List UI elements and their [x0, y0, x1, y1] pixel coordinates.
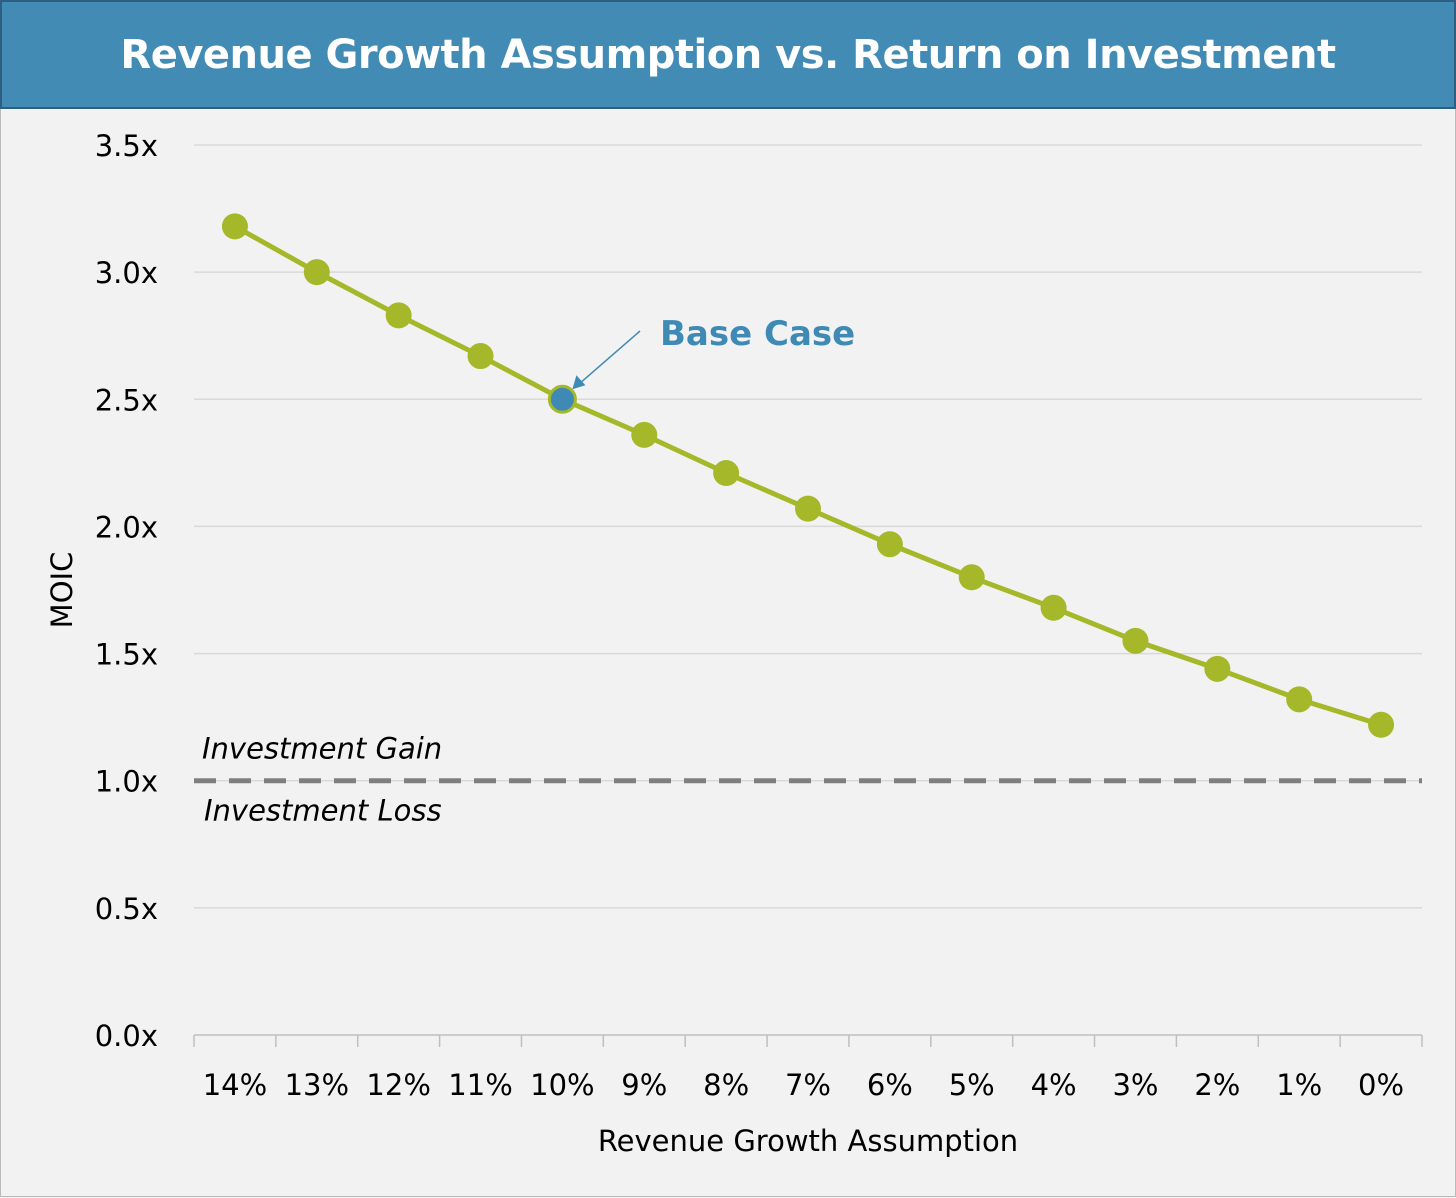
x-tick-label: 13%	[285, 1068, 349, 1102]
x-tick-label: 3%	[1112, 1068, 1158, 1102]
data-point	[795, 495, 821, 522]
x-tick-label: 9%	[621, 1068, 667, 1102]
data-point	[221, 213, 248, 240]
data-point	[1122, 627, 1149, 654]
y-tick-label: 2.0x	[95, 510, 158, 544]
y-tick-label: 3.0x	[95, 256, 158, 290]
data-point	[631, 421, 658, 448]
y-tick-label: 0.0x	[95, 1019, 158, 1053]
data-point	[876, 531, 903, 558]
data-point	[1286, 686, 1313, 713]
x-tick-label: 10%	[530, 1068, 594, 1102]
data-point	[1368, 711, 1395, 738]
x-axis-label: Revenue Growth Assumption	[598, 1124, 1018, 1158]
y-tick-label: 3.5x	[95, 129, 158, 163]
data-point	[303, 259, 330, 286]
arrow-head-icon	[572, 375, 586, 390]
y-tick-label: 1.5x	[95, 638, 158, 672]
x-tick-label: 0%	[1358, 1068, 1404, 1102]
x-tick-label: 1%	[1276, 1068, 1322, 1102]
x-tick-label: 4%	[1031, 1068, 1077, 1102]
x-tick-label: 12%	[366, 1068, 430, 1102]
data-point	[1204, 655, 1231, 682]
chart-title: Revenue Growth Assumption vs. Return on …	[120, 31, 1336, 78]
series-line	[233, 224, 1382, 728]
x-tick-label: 5%	[949, 1068, 995, 1102]
y-tick-label: 1.0x	[95, 765, 158, 799]
data-point	[385, 302, 412, 329]
y-tick-label: 0.5x	[95, 892, 158, 926]
investment-gain-label: Investment Gain	[202, 732, 442, 766]
data-point	[958, 564, 985, 591]
x-tick-label: 11%	[448, 1068, 512, 1102]
x-tick-label: 6%	[867, 1068, 913, 1102]
y-axis-label: MOIC	[45, 552, 79, 629]
investment-loss-label: Investment Loss	[204, 794, 442, 828]
x-tick-label: 2%	[1194, 1068, 1240, 1102]
x-tick-label: 14%	[203, 1068, 267, 1102]
annotation-arrow	[575, 330, 641, 387]
chart-title-bar: Revenue Growth Assumption vs. Return on …	[0, 0, 1456, 109]
y-tick-label: 2.5x	[95, 383, 158, 417]
x-tick-label: 8%	[703, 1068, 749, 1102]
data-point	[713, 460, 740, 487]
x-tick-label: 7%	[785, 1068, 831, 1102]
data-point	[1040, 594, 1067, 621]
base-case-label: Base Case	[660, 314, 855, 354]
base-case-point	[547, 384, 577, 414]
data-point	[467, 343, 494, 370]
